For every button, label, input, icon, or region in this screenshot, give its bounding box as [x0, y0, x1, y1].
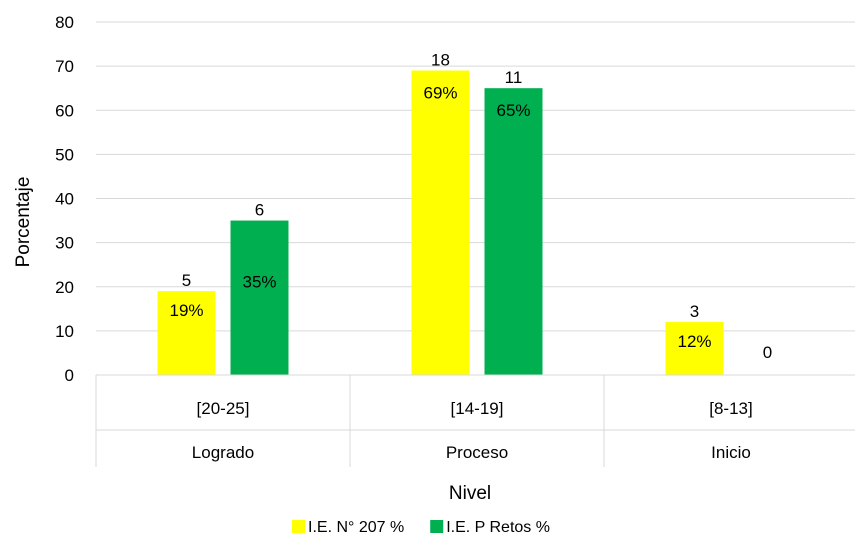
x-category-range-label: [14-19]	[451, 399, 504, 418]
bar	[665, 322, 724, 375]
data-label-percent: 65%	[496, 101, 530, 120]
data-label-count: 6	[255, 201, 264, 220]
data-labels: 5 19% 6 35% 18 69% 11 65% 3 12% 0	[169, 51, 772, 362]
bar	[230, 220, 289, 375]
legend-swatch	[292, 520, 305, 533]
legend: I.E. N° 207 % I.E. P Retos %	[292, 519, 550, 536]
y-tick-label: 70	[55, 57, 74, 76]
x-category-range-label: [8-13]	[709, 399, 752, 418]
x-category-level-label: Proceso	[446, 443, 508, 462]
y-tick-label: 10	[55, 322, 74, 341]
bar	[157, 291, 216, 375]
y-tick-label: 50	[55, 145, 74, 164]
y-axis-title: Porcentaje	[13, 177, 34, 268]
data-label-count: 11	[505, 68, 523, 87]
data-label-percent: 12%	[677, 332, 711, 351]
data-label-count: 18	[431, 51, 450, 70]
gridlines	[96, 21, 855, 376]
y-tick-label: 30	[55, 234, 74, 253]
x-axis: [20-25] Logrado [14-19] Proceso [8-13] Inicio	[95, 374, 855, 467]
y-tick-label: 40	[55, 190, 74, 209]
legend-label: I.E. N° 207 %	[308, 519, 404, 536]
bars	[157, 70, 724, 375]
legend-swatch	[430, 520, 444, 533]
data-label-percent: 19%	[169, 301, 203, 320]
x-axis-title: Nivel	[449, 483, 491, 504]
y-axis-ticks: 0 10 20 30 40 50 60 70 80	[55, 13, 74, 385]
y-tick-label: 0	[65, 366, 74, 385]
data-label-count: 0	[763, 343, 772, 362]
legend-label: I.E. P Retos %	[446, 519, 550, 536]
data-label-percent: 69%	[423, 84, 457, 103]
data-label-count: 3	[690, 302, 699, 321]
bar	[484, 88, 543, 375]
data-label-percent: 35%	[242, 273, 276, 292]
x-category-level-label: Logrado	[192, 443, 254, 462]
y-tick-label: 20	[55, 278, 74, 297]
y-tick-label: 60	[55, 101, 74, 120]
x-category-range-label: [20-25]	[197, 399, 250, 418]
x-category-level-label: Inicio	[711, 443, 751, 462]
y-tick-label: 80	[55, 13, 74, 32]
bar	[411, 70, 470, 375]
data-label-count: 5	[182, 271, 191, 290]
